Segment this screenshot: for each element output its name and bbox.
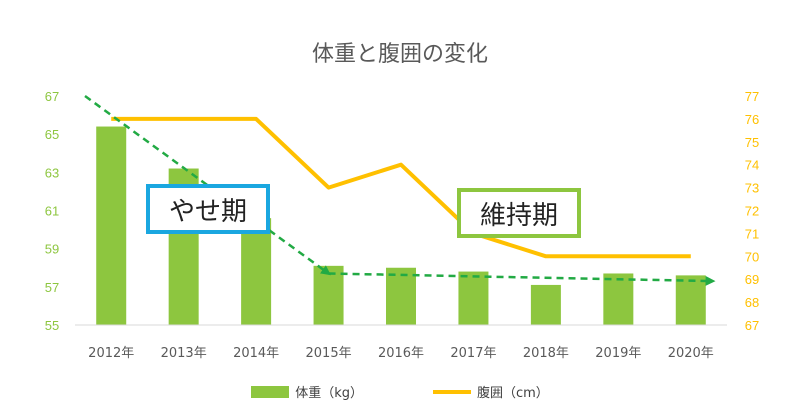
bar-weight-2012年 [96, 126, 127, 326]
bar-weight-2018年 [530, 284, 561, 325]
x-tick-2016年: 2016年 [378, 346, 424, 361]
legend-label-weight: 体重（kg） [295, 386, 363, 401]
x-tick-2020年: 2020年 [668, 346, 714, 361]
y-right-tick-77: 77 [745, 89, 759, 104]
line-waist [111, 116, 691, 259]
y-right-tick-71: 71 [745, 226, 759, 241]
trend-arrow-2 [328, 272, 716, 286]
y-right-tick-70: 70 [745, 249, 759, 264]
y-right-tick-68: 68 [745, 295, 759, 310]
y-right-tick-76: 76 [745, 112, 759, 127]
legend-label-waist: 腹囲（cm） [476, 386, 549, 401]
legend-item-waist: 腹囲（cm） [432, 382, 549, 401]
y-left-tick-59: 59 [45, 242, 59, 257]
y-right-tick-74: 74 [745, 158, 759, 173]
x-tick-2014年: 2014年 [233, 346, 279, 361]
chart-title: 体重と腹囲の変化 [311, 42, 488, 67]
x-tick-2017年: 2017年 [450, 346, 496, 361]
bar-weight-2020年 [675, 275, 706, 325]
x-tick-2013年: 2013年 [161, 346, 207, 361]
y-left-tick-55: 55 [45, 318, 59, 333]
y-right-tick-75: 75 [745, 135, 759, 150]
annotation-iji-ki: 維持期 [457, 188, 581, 238]
y-left-tick-61: 61 [45, 204, 59, 219]
y-right-tick-69: 69 [745, 272, 759, 287]
bar-weight-2014年 [241, 218, 272, 325]
y-left-tick-67: 67 [45, 89, 59, 104]
y-right-tick-72: 72 [745, 204, 759, 219]
legend: 体重（kg） 腹囲（cm） [0, 382, 800, 401]
y-right-tick-73: 73 [745, 181, 759, 196]
legend-swatch-weight [251, 385, 290, 398]
bar-weight-2019年 [603, 273, 634, 325]
x-tick-2015年: 2015年 [306, 346, 352, 361]
x-tick-2018年: 2018年 [523, 346, 569, 361]
bar-weight-2017年 [458, 271, 489, 325]
bar-weight-2015年 [313, 265, 344, 325]
y-right-tick-67: 67 [745, 318, 759, 333]
y-left-tick-57: 57 [45, 280, 59, 295]
annotation-yase-ki: やせ期 [146, 184, 270, 234]
x-tick-2012年: 2012年 [88, 346, 134, 361]
y-left-tick-63: 63 [45, 165, 59, 180]
bar-weight-2016年 [386, 267, 416, 325]
x-tick-2019年: 2019年 [595, 346, 641, 361]
y-left-tick-65: 65 [45, 127, 59, 142]
legend-swatch-waist [432, 389, 471, 394]
legend-item-weight: 体重（kg） [251, 382, 363, 401]
